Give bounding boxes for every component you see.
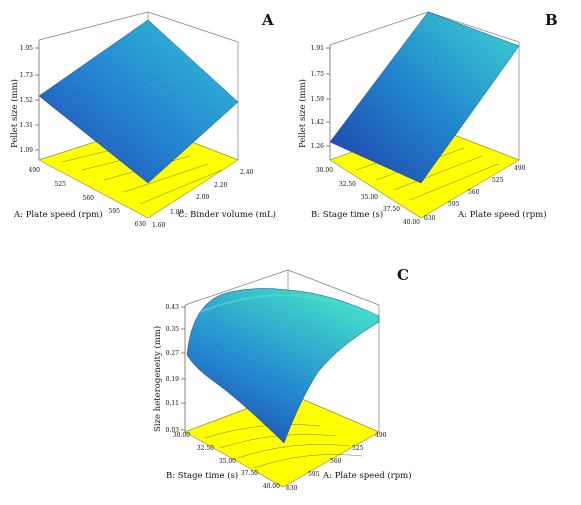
panel-label-c: C <box>397 266 409 284</box>
panel-label-b: B <box>545 11 558 29</box>
z-axis-c: 0.43 0.35 0.27 0.19 0.11 0.03 Size heter… <box>152 304 185 434</box>
z-tick-a-2: 1.52 <box>20 97 34 104</box>
y-axis-label-c: B: Stage time (s) <box>166 470 238 481</box>
x-tick-c-0: 490 <box>375 432 387 439</box>
z-axis-b: 1.91 1.75 1.59 1.42 1.26 Pellet size (mm… <box>297 45 330 150</box>
z-tick-a-4: 1.09 <box>20 147 34 154</box>
z-tick-b-4: 1.26 <box>311 143 325 150</box>
x-tick-a-4: 630 <box>135 221 147 228</box>
z-tick-c-0: 0.43 <box>166 304 180 311</box>
y-tick-b-1: 32.50 <box>339 181 356 188</box>
x-tick-c-4: 630 <box>286 485 298 492</box>
y-tick-a-2: 2.00 <box>196 194 210 201</box>
x-tick-c-3: 595 <box>308 471 320 478</box>
z-tick-c-4: 0.11 <box>166 400 179 407</box>
z-axis-a: 1.95 1.73 1.52 1.31 1.09 Pellet size (mm… <box>9 45 39 154</box>
z-tick-b-1: 1.75 <box>311 71 325 78</box>
z-tick-b-3: 1.42 <box>311 119 325 126</box>
x-axis-c: 630 595 560 525 490 A: Plate speed (rpm) <box>286 432 412 492</box>
panel-label-a: A <box>261 11 274 29</box>
y-axis-c: 30.00 32.50 35.00 37.50 40.00 B: Stage t… <box>166 432 280 490</box>
x-tick-c-2: 560 <box>330 458 342 465</box>
y-axis-b: 30.00 32.50 35.00 37.50 40.00 B: Stage t… <box>311 167 420 226</box>
y-tick-a-4: 2.40 <box>240 169 254 176</box>
y-tick-c-0: 30.00 <box>173 432 190 439</box>
x-tick-a-3: 595 <box>109 208 121 215</box>
y-tick-b-0: 30.00 <box>316 167 333 174</box>
x-axis-label-a: A: Plate speed (rpm) <box>13 209 103 220</box>
y-tick-b-2: 35.00 <box>361 194 378 201</box>
y-tick-c-4: 40.00 <box>263 483 280 490</box>
z-tick-c-5: 0.03 <box>166 427 180 434</box>
x-tick-b-1: 525 <box>492 177 504 184</box>
z-tick-c-3: 0.19 <box>166 376 180 383</box>
x-tick-b-0: 490 <box>514 165 526 172</box>
y-tick-c-2: 35.00 <box>219 458 236 465</box>
panel-a: A <box>9 11 276 229</box>
z-tick-a-1: 1.73 <box>20 72 34 79</box>
x-tick-a-0: 490 <box>29 167 41 174</box>
y-axis-label-a: C: Binder volume (mL) <box>178 209 276 220</box>
z-tick-c-2: 0.27 <box>166 350 180 357</box>
z-axis-label-c: Size heterogeneity (mm) <box>152 326 163 432</box>
y-tick-a-1: 1.80 <box>170 209 184 216</box>
z-tick-b-0: 1.91 <box>311 45 324 52</box>
x-tick-b-3: 595 <box>448 201 460 208</box>
y-tick-b-3: 37.50 <box>383 206 400 213</box>
x-tick-a-2: 560 <box>83 195 95 202</box>
z-axis-label-a: Pellet size (mm) <box>9 79 20 148</box>
y-axis-label-b: B: Stage time (s) <box>311 209 383 220</box>
z-tick-a-3: 1.31 <box>20 122 33 129</box>
x-axis-a: 490 525 560 595 630 A: Plate speed (rpm) <box>13 167 146 228</box>
x-tick-a-1: 525 <box>55 181 67 188</box>
z-tick-b-2: 1.59 <box>311 96 325 103</box>
panel-c: C 0.43 <box>152 266 412 492</box>
y-tick-b-4: 40.00 <box>403 219 420 226</box>
x-tick-b-4: 630 <box>424 215 436 222</box>
y-tick-a-3: 2.20 <box>214 182 228 189</box>
x-tick-c-1: 525 <box>352 445 364 452</box>
z-axis-label-b: Pellet size (mm) <box>297 79 308 148</box>
x-axis-label-c: A: Plate speed (rpm) <box>322 470 412 481</box>
x-axis-label-b: A: Plate speed (rpm) <box>457 209 547 220</box>
y-tick-a-0: 1.60 <box>152 222 166 229</box>
y-tick-c-3: 37.50 <box>241 470 258 477</box>
y-axis-a: 1.60 1.80 2.00 2.20 2.40 C: Binder volum… <box>152 169 276 229</box>
z-tick-a-0: 1.95 <box>20 45 34 52</box>
y-tick-c-1: 32.50 <box>197 445 214 452</box>
x-axis-b: 630 595 560 525 490 A: Plate speed (rpm) <box>424 165 547 222</box>
panel-b: B 1.91 1.75 1.59 <box>297 11 558 226</box>
z-tick-c-1: 0.35 <box>166 326 180 333</box>
x-tick-b-2: 560 <box>468 189 480 196</box>
